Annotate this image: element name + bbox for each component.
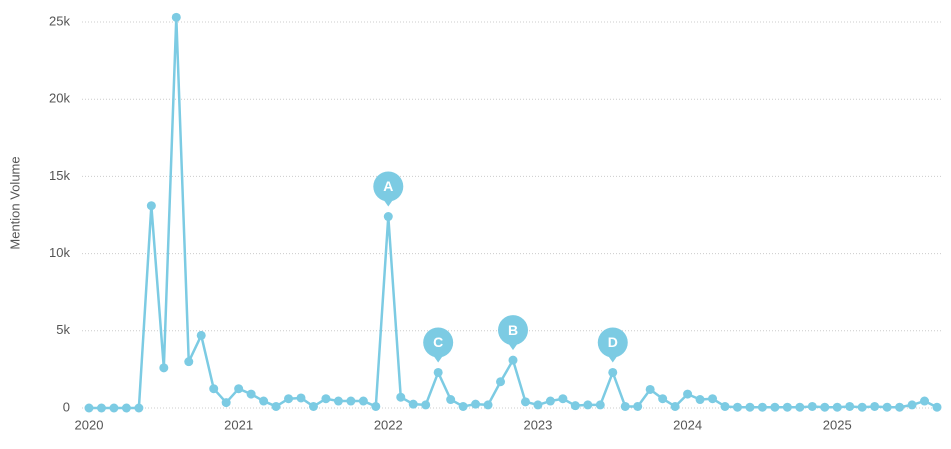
x-tick-label: 2025 xyxy=(823,417,852,432)
data-point xyxy=(608,367,618,377)
data-point xyxy=(857,402,867,412)
annotation-marker xyxy=(498,315,528,346)
annotation-label: C xyxy=(433,334,443,350)
data-point xyxy=(146,201,156,211)
y-tick-label: 15k xyxy=(49,168,70,183)
data-point xyxy=(433,367,443,377)
annotation-marker xyxy=(373,171,404,202)
data-point xyxy=(932,402,942,412)
x-tick-label: 2023 xyxy=(523,417,552,432)
data-point xyxy=(221,398,231,408)
data-point xyxy=(333,396,343,406)
data-point xyxy=(308,401,318,411)
data-point xyxy=(870,401,880,411)
annotation-label: A xyxy=(383,178,393,194)
x-tick-label: 2020 xyxy=(75,417,104,432)
annotation-marker xyxy=(597,327,628,358)
data-point xyxy=(96,403,106,413)
data-point xyxy=(782,402,792,412)
annotation-label: D xyxy=(608,334,618,350)
data-point xyxy=(745,402,755,412)
y-tick-label: 10k xyxy=(49,245,70,260)
data-point xyxy=(658,394,668,404)
data-point xyxy=(520,397,530,407)
annotation-label: B xyxy=(508,322,518,338)
data-point xyxy=(683,389,693,399)
data-point xyxy=(296,393,306,403)
data-point xyxy=(209,384,219,394)
data-point xyxy=(346,396,356,406)
data-point xyxy=(109,403,119,413)
data-point xyxy=(770,402,780,412)
data-point xyxy=(832,402,842,412)
data-point xyxy=(483,400,493,410)
data-point xyxy=(907,400,917,410)
data-point xyxy=(284,394,294,404)
data-point xyxy=(121,403,131,413)
y-tick-label: 20k xyxy=(49,91,70,106)
data-point xyxy=(508,355,518,365)
data-point xyxy=(196,330,206,340)
data-point xyxy=(408,399,418,409)
data-point xyxy=(645,384,655,394)
data-point xyxy=(895,402,905,412)
data-point xyxy=(708,394,718,404)
data-point xyxy=(695,395,705,405)
data-point xyxy=(446,395,456,405)
data-point xyxy=(882,402,892,412)
data-point xyxy=(396,392,406,402)
data-point xyxy=(533,400,543,410)
data-point xyxy=(134,403,144,413)
data-point xyxy=(358,396,368,406)
data-point xyxy=(670,401,680,411)
data-point xyxy=(471,399,481,409)
data-point xyxy=(184,357,194,367)
x-tick-label: 2022 xyxy=(374,417,403,432)
data-point xyxy=(271,401,281,411)
data-point xyxy=(84,403,94,413)
data-point xyxy=(421,400,431,410)
data-point xyxy=(383,212,393,222)
data-point xyxy=(620,401,630,411)
data-point xyxy=(583,400,593,410)
data-point xyxy=(633,401,643,411)
data-point xyxy=(259,396,269,406)
data-point xyxy=(321,394,331,404)
data-point xyxy=(757,402,767,412)
data-point xyxy=(558,394,568,404)
data-point xyxy=(496,377,506,387)
data-point xyxy=(807,401,817,411)
x-tick-label: 2024 xyxy=(673,417,702,432)
y-axis-title: Mention Volume xyxy=(7,156,22,249)
data-point xyxy=(795,402,805,412)
data-point xyxy=(545,396,555,406)
x-tick-label: 2021 xyxy=(224,417,253,432)
data-point xyxy=(171,12,181,22)
data-point xyxy=(371,401,381,411)
data-point xyxy=(246,389,256,399)
y-tick-label: 25k xyxy=(49,13,70,28)
data-point xyxy=(159,363,169,373)
data-point xyxy=(820,402,830,412)
data-point xyxy=(570,401,580,411)
y-tick-label: 5k xyxy=(56,322,70,337)
y-tick-label: 0 xyxy=(63,399,70,414)
data-point xyxy=(845,401,855,411)
data-point xyxy=(720,401,730,411)
data-point xyxy=(458,401,468,411)
data-point xyxy=(234,384,244,394)
data-point xyxy=(920,396,930,406)
annotation-marker xyxy=(423,327,454,358)
data-point xyxy=(595,400,605,410)
data-point xyxy=(732,402,742,412)
